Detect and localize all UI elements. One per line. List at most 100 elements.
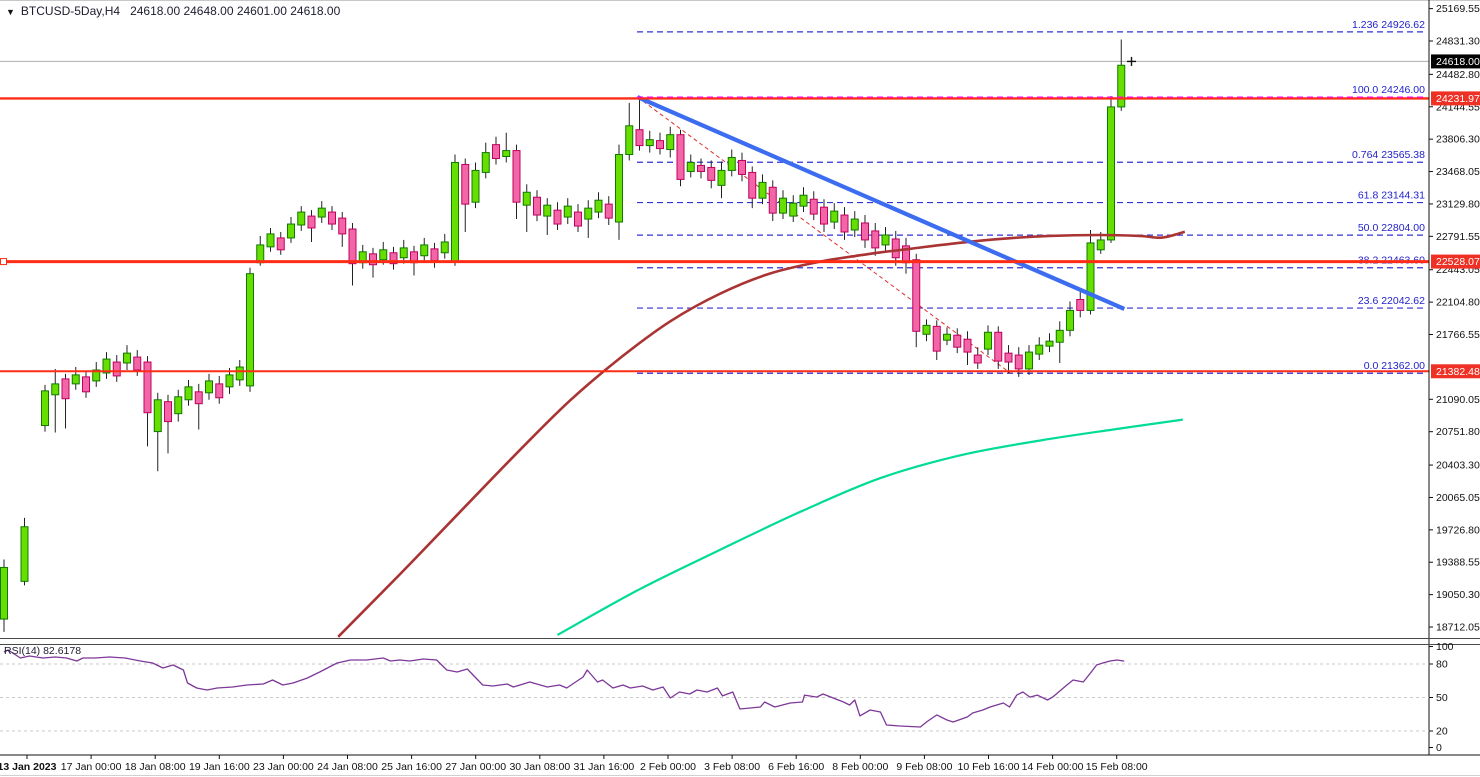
price-tick-label: 22791.55 [1436, 231, 1480, 243]
candle [912, 259, 921, 332]
candle [1096, 239, 1105, 251]
price-tick-label: 25169.55 [1436, 3, 1480, 15]
candle [266, 233, 275, 248]
date-tick-label: 24 Jan 08:00 [317, 761, 378, 773]
candle [256, 244, 265, 264]
candle [717, 169, 726, 186]
candle [348, 228, 357, 265]
price-alert-box [1431, 364, 1480, 379]
candle [71, 374, 80, 385]
price-alert-label: 24618.00 [1436, 56, 1480, 68]
price-tick-label: 24482.80 [1436, 69, 1480, 81]
candle [276, 237, 285, 251]
candle [994, 331, 1003, 362]
date-tick-label: 13 Jan 2023 [0, 761, 57, 773]
candle [287, 223, 295, 239]
candle [379, 249, 388, 261]
candle [61, 378, 70, 400]
price-alert-label: 21382.48 [1436, 366, 1480, 378]
candle [215, 383, 224, 399]
candle [338, 217, 347, 235]
candle [307, 215, 316, 229]
date-tick-label: 30 Jan 08:00 [509, 761, 570, 773]
candle [871, 230, 880, 249]
candle [328, 211, 336, 225]
candle [471, 169, 480, 203]
line-anchor-marker[interactable] [0, 258, 7, 266]
candle [922, 324, 931, 335]
rsi-indicator-label: RSI(14) 82.6178 [4, 645, 82, 657]
candle [225, 374, 234, 388]
symbol-period-label: BTCUSD-5Day,H4 [20, 4, 121, 18]
rsi-tick-label: 0 [1436, 742, 1442, 754]
price-tick-label: 23129.80 [1436, 198, 1480, 210]
candle [932, 325, 941, 352]
ma-fast-line [556, 418, 1183, 636]
candle [297, 211, 306, 226]
price-tick-label: 19388.55 [1436, 557, 1480, 569]
candle [123, 352, 131, 364]
candle [676, 134, 685, 180]
candle [451, 161, 459, 263]
candle [194, 391, 203, 405]
rsi-line [3, 649, 1125, 728]
chart-title-bar: ▼ BTCUSD-5Day,H4 24618.00 24648.00 24601.0… [6, 4, 340, 18]
candle [963, 338, 972, 353]
price-tick-label: 20403.30 [1436, 460, 1480, 472]
candle [850, 218, 859, 231]
date-tick-label: 23 Jan 00:00 [253, 761, 314, 773]
candle [799, 194, 808, 207]
candle [1025, 351, 1033, 370]
candle [840, 214, 849, 233]
candle [184, 386, 193, 401]
price-tick-label: 24831.30 [1436, 36, 1480, 48]
candle [563, 205, 572, 218]
candle [102, 358, 111, 374]
candle [543, 204, 552, 217]
candle [1076, 299, 1085, 311]
date-tick-label: 14 Feb 00:00 [1022, 761, 1084, 773]
candle [553, 209, 562, 225]
candle [615, 154, 623, 223]
candle [317, 207, 326, 218]
candle [82, 376, 90, 393]
fib-level-label: 23.6 22042.62 [1358, 295, 1425, 307]
price-tick-label: 20751.80 [1436, 426, 1480, 438]
date-tick-label: 15 Feb 08:00 [1086, 761, 1148, 773]
candle [686, 161, 695, 172]
candle [235, 366, 244, 381]
candle [707, 166, 716, 181]
ohlc-quote-label: 24618.00 24648.00 24601.00 24618.00 [130, 4, 341, 18]
symbol-dropdown-arrow-icon[interactable]: ▼ [6, 7, 15, 17]
price-alert-box [1431, 91, 1480, 106]
candle [1107, 106, 1115, 241]
date-tick-label: 6 Feb 16:00 [768, 761, 824, 773]
candle [205, 380, 213, 394]
candle [881, 234, 890, 246]
candle [953, 334, 962, 348]
candle [174, 396, 183, 415]
date-tick-label: 25 Jan 16:00 [381, 761, 442, 773]
price-tick-label: 21090.05 [1436, 394, 1480, 406]
candle [645, 139, 654, 147]
fib-level-label: 0.0 21362.00 [1364, 360, 1425, 372]
price-tick-label: 19050.30 [1436, 589, 1480, 601]
candle [420, 244, 429, 257]
candle [789, 202, 798, 217]
fib-level-label: 50.0 22804.00 [1358, 222, 1425, 234]
candle [461, 163, 470, 205]
candle [1066, 309, 1074, 331]
fib-level-label: 100.0 24246.00 [1352, 84, 1425, 96]
candle [92, 369, 101, 382]
candle [861, 222, 869, 241]
candle [584, 207, 593, 220]
candle [758, 181, 767, 199]
candle [625, 125, 634, 156]
candle [502, 150, 511, 158]
candle [492, 144, 500, 160]
price-tick-label: 21766.55 [1436, 329, 1480, 341]
candle [738, 159, 746, 175]
candle [830, 210, 839, 223]
candle [133, 356, 142, 371]
